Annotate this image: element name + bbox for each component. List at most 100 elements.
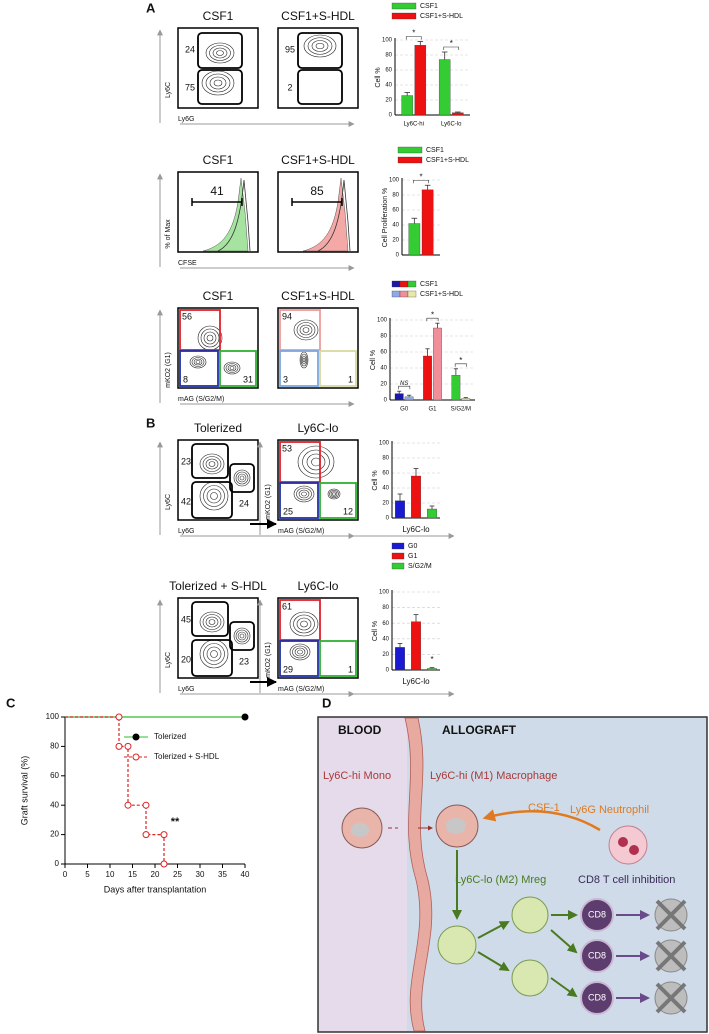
cell-label: CD8 T cell inhibition [578,874,675,886]
gate-value: 1 [348,664,353,674]
cell-label: Ly6C-hi (M1) Macrophage [430,770,557,782]
gate [229,621,255,651]
legend-label: S/G2/M [408,563,432,570]
y-tick-label: 100 [379,441,390,447]
arrow [550,977,578,998]
contour [235,629,249,643]
y-tick-label: 20 [50,830,59,839]
mreg-cell [511,896,549,934]
plot-title: CSF1 [203,289,234,303]
contour [301,355,307,365]
gate [279,599,321,641]
bar [461,398,471,401]
significance-bracket [454,363,467,367]
gate [197,69,243,105]
y-tick-label: 0 [384,398,388,404]
plot-frame [177,307,259,389]
point [142,801,150,809]
y-tick-label: 0 [389,113,393,119]
gate-value: 29 [283,664,293,674]
annotation: * [459,356,462,365]
gate-value: 8 [183,374,188,384]
significance-bracket [405,36,422,40]
legend-label: G0 [408,543,417,550]
arrow [482,809,601,832]
blood-bg [319,718,407,1031]
point [124,801,132,809]
bar [414,45,427,116]
gate-value: 42 [181,496,191,506]
panel-label: D [322,695,331,710]
x-tick-label: G0 [400,407,409,413]
gate-value: 94 [282,311,292,321]
histogram-outline [317,179,351,252]
contour [239,475,245,481]
contour [225,363,239,373]
nucleus [446,818,466,834]
y-axis-label: mKO2 (G1) [265,484,272,520]
contour [216,50,224,56]
x-tick-label: Ly6C-hi [404,122,424,128]
annotation: ** [171,816,180,828]
y-tick-label: 40 [382,636,389,642]
y-axis-label: mKO2 (G1) [265,642,272,678]
x-tick-label: S/G2/M [451,407,471,413]
legend-marker [132,733,140,741]
contour [293,485,315,503]
gate-value: 20 [181,654,191,664]
contour [189,355,207,369]
plot-frame [177,439,259,521]
significance-bracket [413,179,429,184]
histogram-fill [202,177,249,252]
x-tick-label: 10 [106,870,115,879]
gate-value: 1 [348,374,353,384]
x-axis-label: Ly6C-lo [402,525,430,534]
cell-text: CD8 [588,909,606,919]
contour [199,639,229,669]
nucleus [629,845,639,855]
contour [307,37,333,55]
cd8-cell [580,898,614,932]
bar [423,355,432,401]
contour [213,79,223,87]
histogram-fill [302,177,349,252]
gate [179,309,221,351]
x-tick-label: 40 [241,870,250,879]
contour [311,40,329,52]
x-axis-label: Ly6C-lo [402,677,430,686]
contour [205,73,231,93]
contour [297,445,335,479]
legend-label: CSF1 [420,281,438,288]
contour [233,627,251,645]
y-tick-label: 80 [380,334,387,340]
x-tick-label: 25 [173,870,182,879]
plot-frame [277,307,359,389]
contour [195,360,201,364]
cell-label: Ly6G Neutrophil [570,804,649,816]
y-tick-label: 0 [55,859,60,868]
plot-title: Ly6C-lo [298,579,339,593]
legend-swatch [397,146,423,154]
contour [329,489,339,499]
gate-value: 45 [181,614,191,624]
y-tick-label: 0 [386,516,390,522]
plot-title: CSF1 [203,153,234,167]
cross [655,940,687,972]
cross [655,899,687,931]
bar [404,396,414,401]
gate [279,350,319,387]
gate-value: 53 [282,443,292,453]
x-tick-label: G1 [428,407,437,413]
x-axis-label: mAG (S/G2/M) [278,528,324,535]
contour [202,456,222,472]
y-axis-label: Ly6C [165,652,172,668]
plot-title: CSF1+S-HDL [281,289,355,303]
gate [229,463,255,493]
contour [205,616,219,628]
contour [212,47,228,59]
legend-label: CSF1+S-HDL [426,157,469,164]
y-tick-label: 20 [382,501,389,507]
gate-value: 56 [182,311,192,321]
x-tick-label: 20 [151,870,160,879]
contour [332,492,336,496]
